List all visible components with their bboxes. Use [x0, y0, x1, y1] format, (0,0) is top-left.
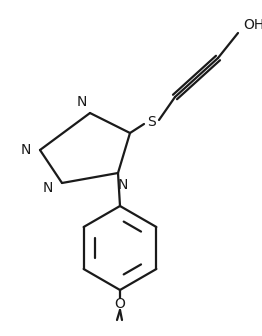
Text: OH: OH [243, 18, 262, 32]
Text: N: N [43, 181, 53, 195]
Text: S: S [148, 115, 156, 129]
Text: N: N [77, 95, 87, 109]
Text: N: N [21, 143, 31, 157]
Text: O: O [114, 297, 125, 311]
Text: N: N [118, 178, 128, 192]
